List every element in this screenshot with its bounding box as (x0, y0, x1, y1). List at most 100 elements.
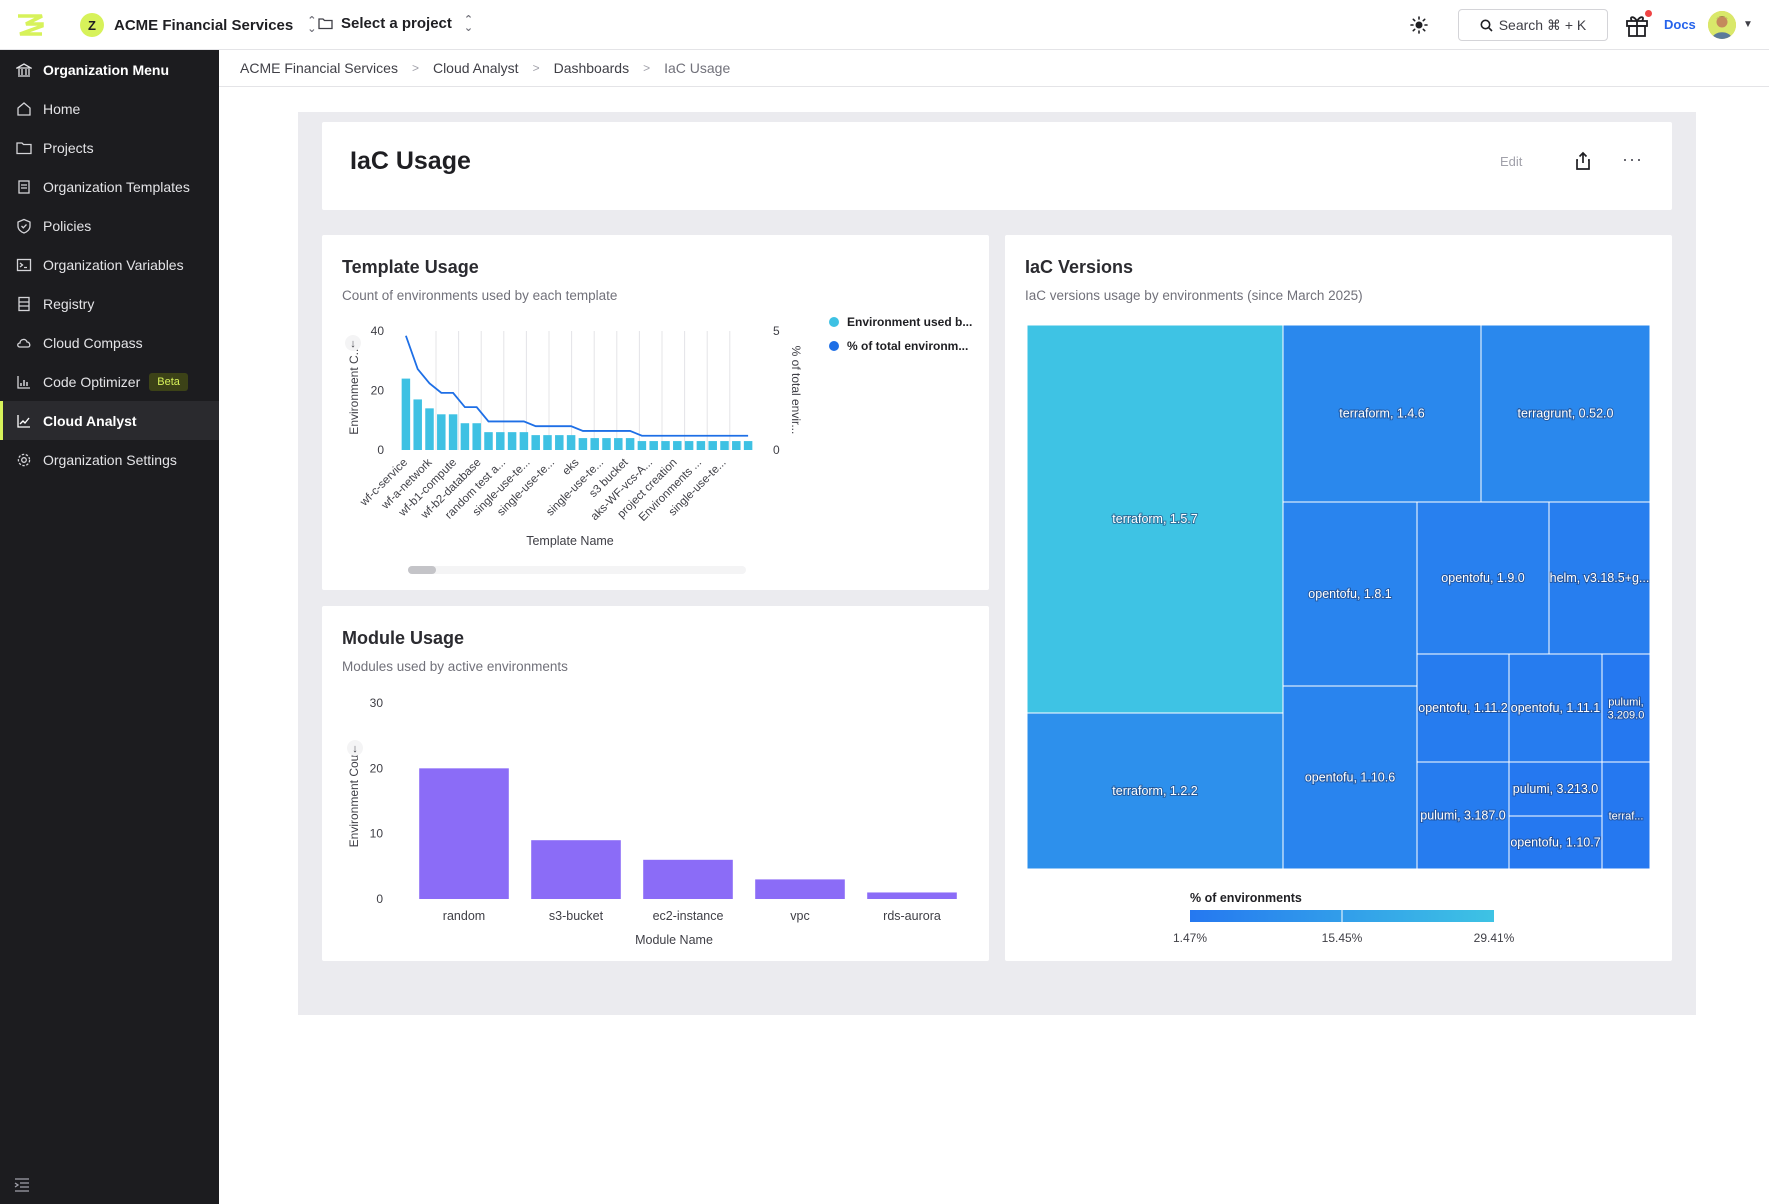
sidebar-item-label: Organization Templates (43, 178, 190, 195)
treemap-cell-label: pulumi, (1608, 697, 1643, 709)
sidebar-item-registry[interactable]: Registry (0, 284, 219, 323)
template-usage-bar (507, 432, 517, 450)
avatar[interactable] (1708, 11, 1736, 39)
search-button[interactable]: Search ⌘ + K (1458, 9, 1608, 41)
organization-switcher[interactable]: Z ACME Financial Services ⌃ ⌄ (80, 13, 316, 37)
card-title: Module Usage (342, 628, 465, 648)
template-usage-bar (448, 414, 458, 450)
template-usage-bar (413, 399, 422, 450)
template-usage-bar (637, 441, 647, 450)
share-icon[interactable] (1575, 151, 1591, 171)
user-menu-chevron-icon[interactable]: ▼ (1743, 19, 1753, 30)
sidebar-item-organization-settings[interactable]: Organization Settings (0, 440, 219, 479)
app-logo-icon[interactable] (16, 14, 44, 36)
shield-icon (16, 218, 32, 234)
breadcrumb-item[interactable]: Cloud Analyst (432, 60, 519, 76)
y-tick-label: 30 (370, 696, 384, 710)
sidebar-item-label: Registry (43, 295, 95, 312)
template-usage-bar (578, 438, 588, 450)
treemap-cell-label: terraf... (1609, 811, 1644, 823)
y-tick-label: 20 (370, 761, 384, 775)
treemap-cell (1416, 501, 1550, 655)
treemap-cell (1416, 761, 1510, 870)
treemap-cell-label: opentofu, 1.11.1 (1511, 701, 1600, 715)
breadcrumb-item[interactable]: ACME Financial Services (240, 60, 398, 76)
legend-label: Environment used b... (847, 315, 972, 329)
legend-tick-label: 29.41% (1474, 931, 1515, 945)
template-usage-chart: 0 20 40 0 5 Environment C... % of total envir.… (345, 315, 972, 574)
template-usage-bar (437, 414, 446, 450)
sidebar-item-label: Projects (43, 139, 94, 156)
template-usage-bar (496, 432, 505, 450)
edit-button[interactable]: Edit (1500, 154, 1523, 169)
treemap-cell (1026, 712, 1284, 870)
treemap-cell-label: 3.209.0 (1608, 710, 1645, 722)
treemap-cell-label: opentofu, 1.10.6 (1305, 771, 1395, 785)
sidebar-item-cloud-analyst[interactable]: Cloud Analyst (0, 401, 219, 440)
template-usage-bar (555, 435, 564, 450)
card-subtitle: Modules used by active environments (342, 659, 568, 674)
sidebar-item-organization-templates[interactable]: Organization Templates (0, 167, 219, 206)
y-tick-label: 0 (376, 892, 383, 906)
card-subtitle: Count of environments used by each templ… (342, 288, 618, 303)
template-usage-card: Template Usage Count of environments use… (322, 235, 989, 590)
sidebar-item-home[interactable]: Home (0, 89, 219, 128)
legend-title: % of environments (1190, 891, 1302, 905)
user-icon (1708, 11, 1736, 39)
template-usage-bar (673, 441, 682, 450)
theme-toggle-icon[interactable] (1410, 16, 1428, 34)
top-bar: Z ACME Financial Services ⌃ ⌄ Select a pr… (0, 0, 1769, 50)
more-options-button[interactable]: ··· (1622, 149, 1643, 169)
chevron-updown-icon: ⌃ ⌄ (463, 13, 474, 34)
template-usage-bar (649, 441, 658, 450)
y2-axis-label: % of total envir... (789, 346, 803, 435)
sidebar-item-label: Policies (43, 217, 92, 234)
iac-versions-treemap: terraform, 1.5.7 terraform, 1.2.2 terrafor… (1026, 324, 1651, 945)
sidebar-item-policies[interactable]: Policies (0, 206, 219, 245)
template-icon (16, 179, 32, 195)
sidebar: Organization Menu Home Projects Organiza… (0, 50, 219, 1204)
folder-icon (16, 140, 32, 156)
sidebar-item-organization-menu[interactable]: Organization Menu (0, 50, 219, 89)
gift-icon[interactable] (1624, 12, 1650, 38)
template-usage-bar (625, 438, 635, 450)
template-usage-bar (484, 432, 493, 450)
home-icon (16, 101, 32, 117)
treemap-cell-label: opentofu, 1.10.7 (1510, 836, 1600, 850)
template-usage-bar (732, 441, 741, 450)
treemap-cell-label: opentofu, 1.11.2 (1418, 701, 1507, 715)
project-label: Select a project (341, 15, 452, 32)
registry-icon (16, 296, 32, 312)
treemap-cell (1282, 685, 1418, 870)
chevron-updown-icon: ⌃ ⌄ (307, 15, 317, 35)
card-title: Template Usage (342, 257, 479, 277)
y2-tick-label: 5 (773, 324, 780, 338)
y-tick-label: 40 (371, 324, 385, 338)
search-icon (1480, 19, 1493, 32)
divider (219, 86, 1769, 87)
chart-scrollbar (408, 566, 746, 574)
iac-versions-card: IaC Versions IaC versions usage by envir… (1005, 235, 1672, 961)
breadcrumb-item[interactable]: Dashboards (553, 60, 630, 76)
template-usage-bar (661, 441, 670, 450)
docs-link[interactable]: Docs (1664, 17, 1696, 32)
y-tick-label: 0 (377, 443, 384, 457)
treemap-cell (1026, 324, 1284, 714)
sort-arrow-icon: ↓ (350, 338, 356, 350)
template-usage-bar (720, 441, 729, 450)
sidebar-item-label: Cloud Analyst (43, 412, 137, 429)
x-tick-label: s3-bucket (549, 909, 604, 923)
sidebar-item-projects[interactable]: Projects (0, 128, 219, 167)
gear-icon (16, 452, 32, 468)
sidebar-item-cloud-compass[interactable]: Cloud Compass (0, 323, 219, 362)
template-usage-bar (519, 432, 529, 450)
treemap-cell (1282, 324, 1482, 503)
dashboard-header: IaC Usage Edit ··· (322, 122, 1672, 210)
legend-tick-label: 15.45% (1322, 931, 1363, 945)
sidebar-item-code-optimizer[interactable]: Code Optimizer Beta (0, 362, 219, 401)
sort-toggle-icon (345, 335, 361, 351)
x-tick-label: vpc (790, 909, 809, 923)
sidebar-item-organization-variables[interactable]: Organization Variables (0, 245, 219, 284)
project-switcher[interactable]: Select a project ⌃ ⌄ (318, 13, 474, 34)
collapse-sidebar-icon[interactable] (14, 1178, 30, 1192)
